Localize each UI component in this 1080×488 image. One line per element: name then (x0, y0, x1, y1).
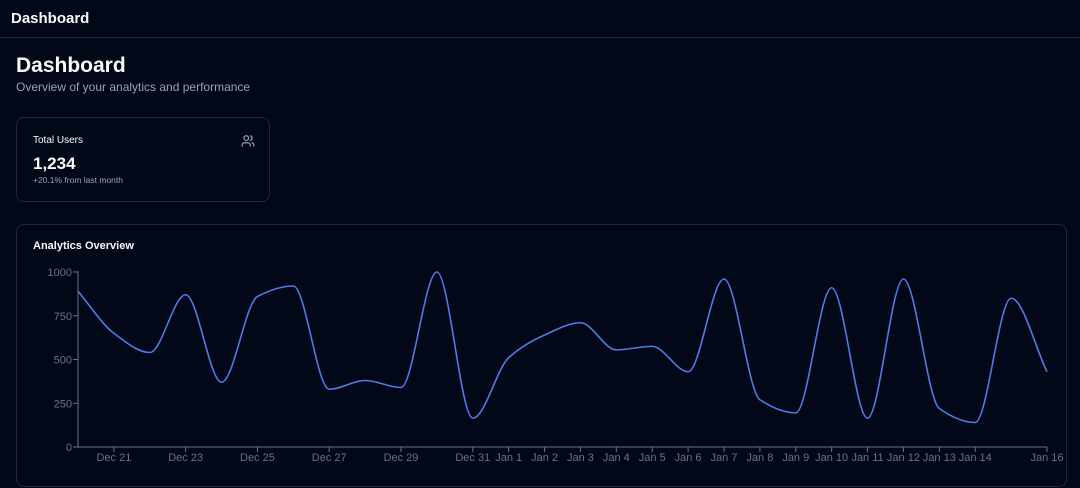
analytics-line-chart: 0 250 500 750 1000 Dec 21 Dec 23 Dec 25 Dec 27 De… (48, 267, 1064, 464)
stat-value: 1,234 (33, 154, 76, 173)
y-tick-label: 750 (54, 311, 72, 323)
x-tick-label: Dec 29 (384, 452, 419, 464)
y-tick-label: 0 (66, 442, 72, 454)
y-tick-label: 1000 (48, 267, 72, 279)
analytics-overview-card: Analytics Overview 0 250 500 750 1000 Dec 21 D… (16, 224, 1067, 487)
top-bar: Dashboard (0, 0, 1080, 38)
x-tick-label: Jan 7 (711, 452, 738, 464)
chart-title: Analytics Overview (33, 240, 134, 252)
x-tick-label: Jan 16 (1030, 452, 1063, 464)
x-tick-label: Jan 13 (923, 452, 956, 464)
x-tick-label: Dec 25 (240, 452, 275, 464)
x-tick-label: Jan 3 (567, 452, 594, 464)
stat-label: Total Users (33, 135, 84, 146)
x-tick-label: Jan 8 (746, 452, 773, 464)
x-tick-label: Jan 6 (675, 452, 702, 464)
x-tick-label: Jan 4 (603, 452, 630, 464)
users-icon (241, 135, 255, 147)
x-tick-label: Jan 11 (851, 452, 883, 464)
total-users-card: Total Users 1,234 +20.1% from last month (16, 117, 270, 202)
x-tick-label: Dec 27 (312, 452, 347, 464)
x-tick-label: Dec 21 (96, 452, 131, 464)
y-tick-label: 250 (54, 398, 72, 410)
series-line (77, 271, 1048, 424)
x-tick-label: Jan 1 (495, 452, 522, 464)
x-tick-label: Jan 14 (959, 452, 992, 464)
app-title: Dashboard (11, 10, 90, 27)
x-tick-label: Jan 9 (782, 452, 809, 464)
x-tick-label: Jan 5 (639, 452, 666, 464)
stat-change: +20.1% from last month (33, 175, 124, 185)
page-title: Dashboard (16, 54, 126, 77)
x-tick-label: Jan 2 (531, 452, 558, 464)
x-tick-label: Dec 23 (168, 452, 203, 464)
page-subtitle: Overview of your analytics and performan… (16, 80, 251, 94)
x-tick-label: Dec 31 (455, 452, 490, 464)
y-tick-label: 500 (54, 355, 72, 367)
x-tick-label: Jan 12 (887, 452, 920, 464)
x-tick-label: Jan 10 (815, 452, 848, 464)
